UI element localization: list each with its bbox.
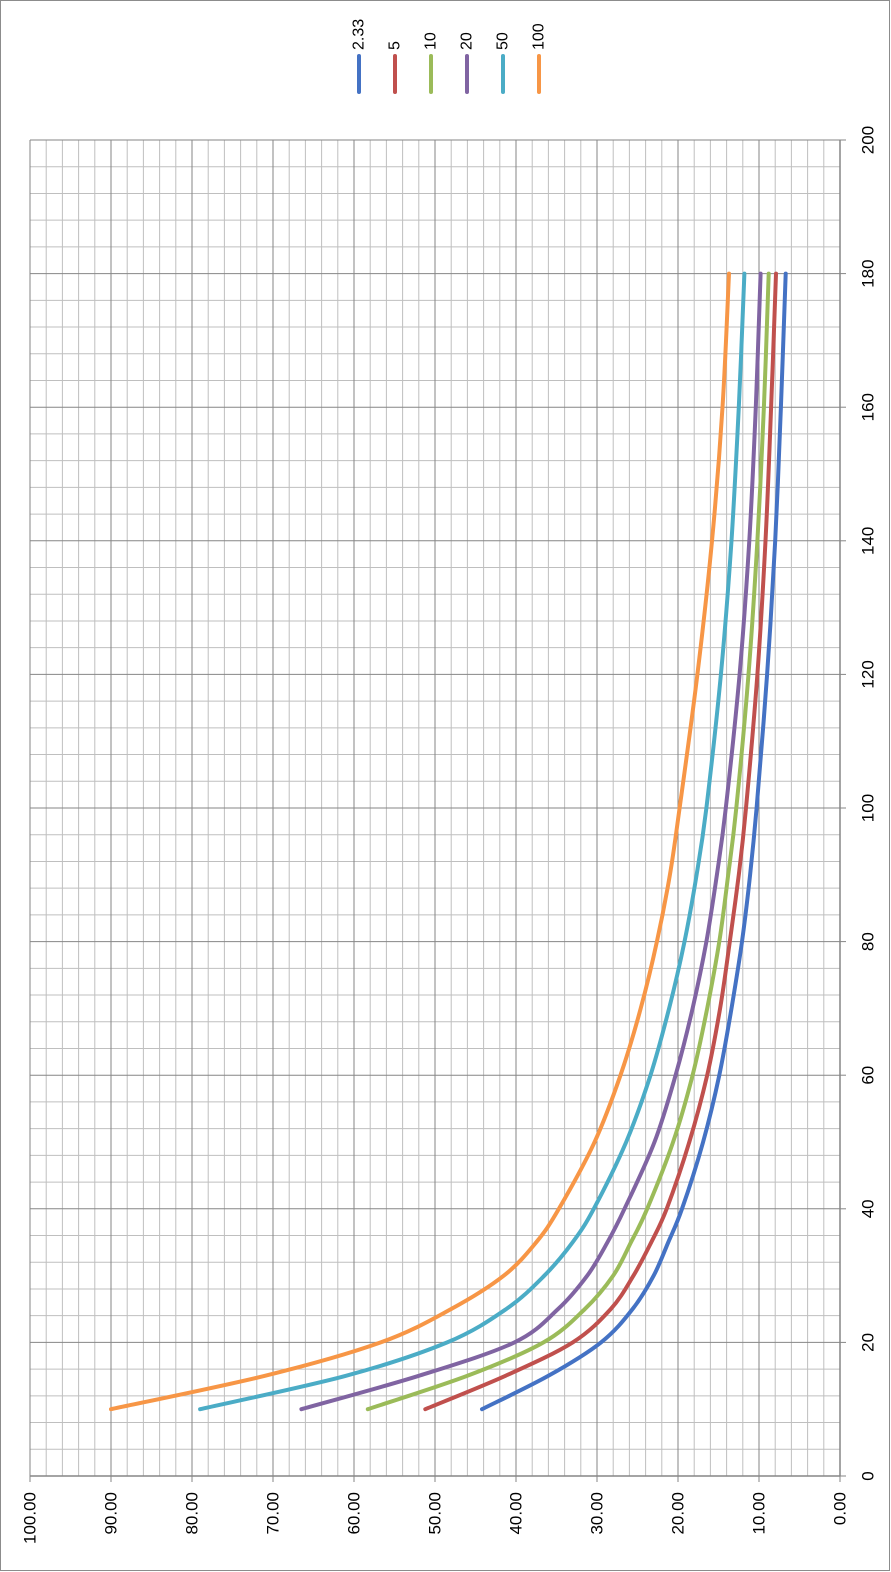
series-line-10	[365, 271, 771, 1412]
axes	[29, 139, 846, 1482]
series-line-2.33	[480, 271, 788, 1412]
legend-label-100: 100	[531, 23, 548, 50]
x-tick-label: 160	[859, 393, 878, 421]
legend-label-20: 20	[459, 32, 476, 50]
y-tick-label: 60.00	[345, 1492, 364, 1535]
x-tick-label: 20	[859, 1333, 878, 1352]
legend-label-2.33: 2.33	[351, 19, 368, 50]
x-tick-labels: 0 20 40 60 80 100 120 140 160 180 200	[859, 126, 878, 1481]
legend-label-10: 10	[423, 32, 440, 50]
x-tick-label: 180	[859, 259, 878, 287]
x-tick-label: 40	[859, 1199, 878, 1218]
y-tick-label: 30.00	[588, 1492, 607, 1535]
y-tick-label: 0.00	[831, 1492, 850, 1525]
series-line-100	[109, 271, 731, 1412]
y-tick-label: 100.00	[21, 1492, 40, 1544]
legend: 2.33 5 10 20 50 100	[351, 19, 548, 94]
x-tick-label: 0	[859, 1471, 878, 1480]
x-tick-label: 140	[859, 527, 878, 555]
series-layer	[109, 271, 788, 1412]
series-line-50	[198, 271, 747, 1412]
x-tick-label: 60	[859, 1066, 878, 1085]
y-tick-label: 80.00	[183, 1492, 202, 1535]
x-tick-label: 80	[859, 932, 878, 951]
y-tick-label: 50.00	[426, 1492, 445, 1535]
series-line-5	[423, 271, 778, 1412]
y-tick-label: 90.00	[102, 1492, 121, 1535]
series-line-20	[299, 271, 763, 1412]
x-tick-label: 200	[859, 126, 878, 154]
y-tick-label: 70.00	[264, 1492, 283, 1535]
y-tick-label: 10.00	[750, 1492, 769, 1535]
x-tick-label: 120	[859, 660, 878, 688]
y-tick-label: 40.00	[507, 1492, 526, 1535]
legend-label-50: 50	[495, 32, 512, 50]
y-tick-label: 20.00	[669, 1492, 688, 1535]
legend-label-5: 5	[387, 41, 404, 50]
x-tick-label: 100	[859, 794, 878, 822]
y-tick-labels: 0.00 10.00 20.00 30.00 40.00 50.00 60.00 70.00 8…	[21, 1492, 850, 1544]
